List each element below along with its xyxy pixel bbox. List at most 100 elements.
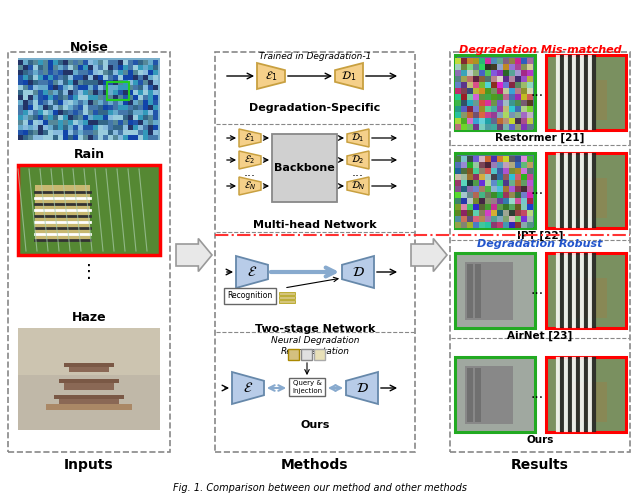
Bar [58, 85, 63, 90]
Bar [123, 60, 128, 65]
Bar [113, 65, 118, 70]
Bar [148, 95, 153, 100]
Bar [113, 95, 118, 100]
Bar [18, 70, 23, 75]
Bar [18, 58, 160, 140]
Bar [455, 186, 461, 192]
Bar [515, 112, 521, 118]
Bar [467, 100, 473, 106]
Bar [98, 110, 103, 115]
Bar [473, 106, 479, 112]
Bar [38, 95, 43, 100]
Bar [113, 120, 118, 125]
Bar [58, 135, 63, 140]
Bar [527, 118, 533, 124]
Bar [28, 105, 33, 110]
Polygon shape [236, 256, 268, 288]
Bar [485, 222, 491, 228]
Bar [527, 88, 533, 94]
Bar [23, 70, 28, 75]
Bar [465, 262, 513, 320]
Bar [546, 153, 626, 228]
Text: $\mathcal{E}_2$: $\mathcal{E}_2$ [244, 154, 255, 166]
Bar [497, 222, 503, 228]
Bar [509, 58, 515, 64]
Bar [473, 82, 479, 88]
Bar [467, 198, 473, 204]
Bar [138, 130, 143, 135]
Bar [461, 100, 467, 106]
Bar [38, 90, 43, 95]
Bar [138, 75, 143, 80]
Bar [148, 85, 153, 90]
Bar [88, 95, 93, 100]
Bar [23, 85, 28, 90]
Bar [153, 60, 158, 65]
Bar [118, 60, 123, 65]
Bar [455, 198, 461, 204]
Bar [491, 112, 497, 118]
Bar [503, 106, 509, 112]
Bar [54, 395, 124, 399]
Bar [467, 368, 473, 422]
Bar [479, 124, 485, 130]
Bar [83, 80, 88, 85]
Bar [521, 94, 527, 100]
Bar [473, 76, 479, 82]
Bar [491, 192, 497, 198]
Bar [467, 82, 473, 88]
Bar [461, 88, 467, 94]
Bar [46, 404, 132, 410]
Bar [473, 70, 479, 76]
Bar [68, 120, 73, 125]
Bar [18, 120, 23, 125]
Bar [546, 55, 626, 130]
Bar [48, 70, 53, 75]
Bar [53, 95, 58, 100]
Polygon shape [239, 129, 261, 147]
Bar [138, 95, 143, 100]
Bar [23, 75, 28, 80]
Bar [148, 65, 153, 70]
Bar [58, 105, 63, 110]
Bar [98, 130, 103, 135]
Bar [473, 124, 479, 130]
Bar [148, 90, 153, 95]
Bar [43, 70, 48, 75]
Bar [148, 75, 153, 80]
Bar [143, 105, 148, 110]
Bar [509, 76, 515, 82]
Bar [113, 130, 118, 135]
Bar [527, 76, 533, 82]
Bar [138, 100, 143, 105]
Text: Restormer [21]: Restormer [21] [495, 133, 585, 143]
Bar [83, 135, 88, 140]
Polygon shape [239, 151, 261, 169]
Bar [113, 85, 118, 90]
Bar [467, 186, 473, 192]
Bar [455, 100, 461, 106]
Bar [467, 64, 473, 70]
Bar [53, 65, 58, 70]
Bar [48, 100, 53, 105]
Bar [143, 85, 148, 90]
Text: $\mathcal{D}_2$: $\mathcal{D}_2$ [351, 154, 365, 166]
Bar [98, 100, 103, 105]
Bar [485, 204, 491, 210]
Bar [485, 106, 491, 112]
Bar [485, 100, 491, 106]
Bar [455, 168, 461, 174]
Bar [527, 204, 533, 210]
Text: $\mathcal{D}_1$: $\mathcal{D}_1$ [351, 132, 365, 144]
Bar [515, 192, 521, 198]
Text: Ours: Ours [526, 435, 554, 445]
Bar [58, 110, 63, 115]
Bar [527, 64, 533, 70]
Bar [69, 364, 109, 372]
Polygon shape [335, 63, 363, 89]
Bar [38, 130, 43, 135]
Bar [23, 125, 28, 130]
Bar [485, 192, 491, 198]
Bar [33, 90, 38, 95]
Bar [138, 80, 143, 85]
